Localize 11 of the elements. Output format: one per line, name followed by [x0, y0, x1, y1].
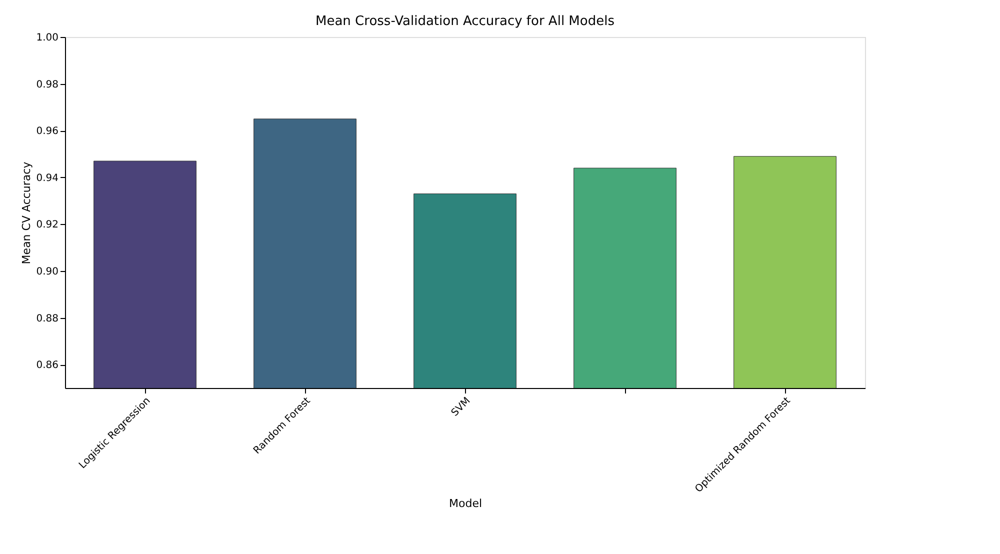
y-tick-label: 0.96 [36, 126, 58, 138]
y-tick-label: 0.98 [36, 79, 58, 90]
y-tick-label: 0.88 [36, 313, 58, 324]
x-axis-title: Model [448, 497, 482, 510]
y-tick-label: 0.90 [36, 266, 58, 278]
y-axis-title: Mean CV Accuracy [20, 161, 34, 264]
y-tick-label: 0.92 [36, 220, 58, 231]
y-tick-label: 0.86 [36, 360, 58, 372]
y-tick-label: 1.00 [36, 32, 58, 44]
chart-title: Mean Cross-Validation Accuracy for All Models [316, 14, 615, 29]
y-tick-label: 0.94 [36, 172, 58, 184]
